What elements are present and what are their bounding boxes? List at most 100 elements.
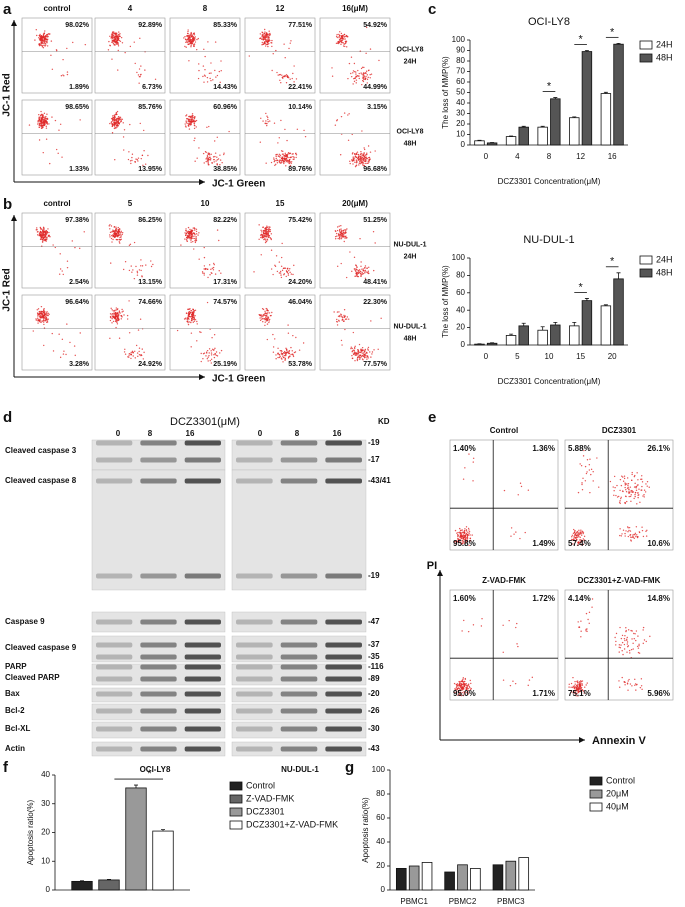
dot — [48, 33, 49, 34]
dot — [267, 35, 268, 36]
blot-band — [325, 458, 362, 463]
dot — [115, 315, 116, 316]
dot — [341, 263, 342, 264]
dot — [110, 232, 111, 233]
dot — [211, 154, 212, 155]
dot — [634, 494, 635, 495]
dot — [345, 230, 346, 231]
dot — [366, 271, 367, 272]
y-tick-label: 40 — [456, 98, 465, 107]
dot — [337, 266, 338, 267]
dot — [109, 224, 110, 225]
bar — [601, 94, 611, 145]
dot — [217, 355, 218, 356]
dot — [47, 36, 48, 37]
blot-band — [140, 692, 176, 697]
dot — [637, 497, 638, 498]
dot — [631, 649, 632, 650]
significance-mark: * — [610, 26, 615, 38]
dot — [135, 357, 136, 358]
dot — [63, 353, 64, 354]
dot — [473, 458, 474, 459]
blot-band — [185, 727, 221, 732]
dot — [217, 75, 218, 76]
dot — [370, 320, 371, 321]
dot — [137, 352, 138, 353]
dot — [117, 44, 118, 45]
dot — [269, 237, 270, 238]
dot — [345, 236, 346, 237]
dot — [625, 503, 626, 504]
dot — [366, 352, 367, 353]
dot — [581, 465, 582, 466]
dot — [286, 154, 287, 155]
blot-band — [236, 620, 273, 625]
dot — [39, 117, 40, 118]
bar — [396, 868, 406, 890]
dot — [218, 158, 219, 159]
dot — [574, 530, 575, 531]
dot — [138, 351, 139, 352]
blot-band — [140, 677, 176, 682]
dot — [42, 315, 43, 316]
dot — [194, 138, 195, 139]
dot — [291, 273, 292, 274]
dot — [264, 29, 265, 30]
dot — [117, 318, 118, 319]
dot — [579, 626, 580, 627]
dot — [57, 153, 58, 154]
dot — [362, 352, 363, 353]
dot — [109, 36, 110, 37]
dot — [521, 486, 522, 487]
dot — [360, 276, 361, 277]
dot — [188, 227, 189, 228]
dot — [210, 62, 211, 63]
dot — [190, 46, 191, 47]
dot — [39, 124, 40, 125]
dot — [628, 536, 629, 537]
dot — [468, 533, 469, 534]
dot — [210, 72, 211, 73]
dot — [463, 536, 464, 537]
dot — [459, 528, 460, 529]
dot — [354, 348, 355, 349]
dot — [584, 536, 585, 537]
dot — [579, 686, 580, 687]
dot — [198, 70, 199, 71]
dot — [145, 264, 146, 265]
plot-frame — [95, 18, 165, 93]
dot — [46, 36, 47, 37]
dot — [203, 153, 204, 154]
dot — [279, 356, 280, 357]
dot — [202, 76, 203, 77]
dot — [643, 536, 644, 537]
dot — [266, 37, 267, 38]
dot — [47, 228, 48, 229]
axis-title: JC-1 Green — [212, 374, 265, 385]
dot — [130, 354, 131, 355]
dot — [140, 319, 141, 320]
dot — [192, 238, 193, 239]
dot — [203, 268, 204, 269]
dot — [192, 230, 193, 231]
dot — [575, 533, 576, 534]
dot — [114, 39, 115, 40]
dot — [284, 355, 285, 356]
dot — [636, 684, 637, 685]
lane-label: 16 — [333, 429, 342, 438]
dot — [193, 227, 194, 228]
dot — [336, 120, 337, 121]
bar — [458, 865, 468, 890]
dot — [210, 158, 211, 159]
dot — [634, 483, 635, 484]
dot — [113, 315, 114, 316]
dot — [343, 232, 344, 233]
dot — [641, 489, 642, 490]
y-tick-label: 40 — [456, 305, 465, 314]
dot — [589, 492, 590, 493]
dot — [637, 479, 638, 480]
dot — [354, 276, 355, 277]
dot — [191, 320, 192, 321]
dot — [276, 255, 277, 256]
dot — [128, 300, 129, 301]
